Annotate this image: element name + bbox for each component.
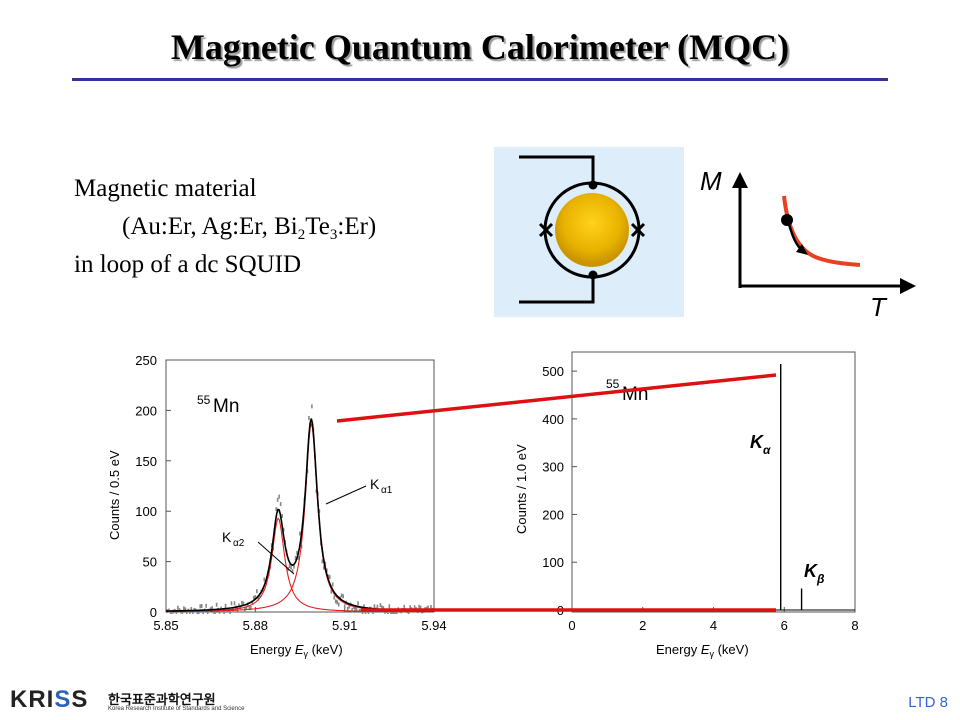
josephson-junction-right xyxy=(630,222,646,238)
magnetization-temperature-plot: M T xyxy=(692,160,928,328)
y-tick-label: 100 xyxy=(135,504,157,519)
svg-text:K: K xyxy=(370,476,380,492)
label-kbeta: K β xyxy=(804,561,825,586)
x-tick-label: 5.88 xyxy=(243,618,268,633)
logo-wordmark: KRISS xyxy=(10,686,89,713)
title-underline xyxy=(72,78,888,81)
isotope-symbol: Mn xyxy=(622,384,648,405)
label-kalpha: K α xyxy=(750,432,771,457)
magnetic-absorber xyxy=(555,193,629,267)
desc-line-2: (Au:Er, Ag:Er, Bi2Te3:Er) xyxy=(122,213,377,243)
x-tick-label: 8 xyxy=(851,618,858,633)
y-tick-label: 50 xyxy=(143,555,157,570)
y-axis-label: Counts / 1.0 eV xyxy=(514,444,529,534)
spectrum-zoomed-chart: 5.85 5.88 5.91 5.94 0 50 100 150 200 250 55 Mn K … xyxy=(100,344,470,664)
svg-text:α: α xyxy=(763,443,771,457)
logo-korean-name: 한국표준과학연구원 xyxy=(108,693,216,708)
y-tick-label: 300 xyxy=(542,460,564,475)
x-tick-label: 5.94 xyxy=(421,618,446,633)
y-tick-label: 100 xyxy=(542,555,564,570)
x-tick-label: 0 xyxy=(568,618,575,633)
mt-curve xyxy=(782,195,861,267)
squid-top-lead xyxy=(519,155,595,185)
y-tick-label: 150 xyxy=(135,454,157,469)
svg-text:K: K xyxy=(222,529,232,545)
svg-text:β: β xyxy=(816,572,825,586)
y-tick-label: 500 xyxy=(542,364,564,379)
mt-trajectory-arrow xyxy=(796,244,808,255)
y-tick-label: 200 xyxy=(135,403,157,418)
svg-text:K: K xyxy=(804,561,819,581)
slide-title: Magnetic Quantum Calorimeter (MQC) xyxy=(170,27,790,67)
isotope-mass: 55 xyxy=(197,393,211,407)
annotation-ka1: K α1 xyxy=(325,476,393,505)
josephson-junction-left xyxy=(538,222,554,238)
svg-text:K: K xyxy=(750,432,765,452)
squid-bottom-lead xyxy=(519,275,595,304)
y-tick-label: 0 xyxy=(150,605,157,620)
mt-operating-point xyxy=(781,214,793,226)
isotope-mass: 55 xyxy=(606,377,620,391)
mt-x-label: T xyxy=(870,292,888,322)
loop-top-node xyxy=(588,180,598,190)
y-tick-label: 200 xyxy=(542,507,564,522)
x-tick-label: 2 xyxy=(639,618,646,633)
squid-loop-diagram xyxy=(494,147,684,317)
x-tick-label: 6 xyxy=(781,618,788,633)
x-tick-label: 4 xyxy=(710,618,717,633)
spectrum-full-chart: 0 2 4 6 8 0 100 200 300 400 500 55 Mn K α K β Ener… xyxy=(500,344,880,664)
mt-y-label: M xyxy=(700,166,722,196)
annotation-ka2: K α2 xyxy=(222,529,295,575)
squid-schematic xyxy=(519,155,646,304)
x-axis-label: Energy Eγ (keV) xyxy=(250,642,343,659)
slide-number: LTD 8 xyxy=(908,694,948,711)
kriss-logo: KRISS 한국표준과학연구원 Korea Research Institute… xyxy=(10,686,244,716)
x-tick-label: 5.91 xyxy=(332,618,357,633)
svg-text:α2: α2 xyxy=(233,538,245,549)
mt-plot-svg: M T xyxy=(700,166,916,322)
spectrum-full-svg: 0 2 4 6 8 0 100 200 300 400 500 55 Mn K α K β Ener… xyxy=(514,351,859,659)
isotope-symbol: Mn xyxy=(213,396,239,417)
y-tick-label: 400 xyxy=(542,412,564,427)
y-axis-label: Counts / 0.5 eV xyxy=(107,450,122,540)
svg-text:α1: α1 xyxy=(381,485,393,496)
y-tick-label: 0 xyxy=(557,603,564,618)
x-tick-label: 5.85 xyxy=(153,618,178,633)
logo-english-name: Korea Research Institute of Standards an… xyxy=(108,706,245,712)
desc-line-3: in loop of a dc SQUID xyxy=(74,251,302,278)
mt-y-arrow xyxy=(732,172,748,188)
y-tick-label: 250 xyxy=(135,353,157,368)
desc-line-1: Magnetic material xyxy=(74,175,257,202)
spectrum-zoomed-svg: 5.85 5.88 5.91 5.94 0 50 100 150 200 250 55 Mn K … xyxy=(107,353,447,659)
x-axis-label: Energy Eγ (keV) xyxy=(656,642,749,659)
description-text: Magnetic material (Au:Er, Ag:Er, Bi2Te3:… xyxy=(74,170,376,284)
loop-bottom-node xyxy=(588,270,598,280)
mt-x-arrow xyxy=(900,278,916,294)
